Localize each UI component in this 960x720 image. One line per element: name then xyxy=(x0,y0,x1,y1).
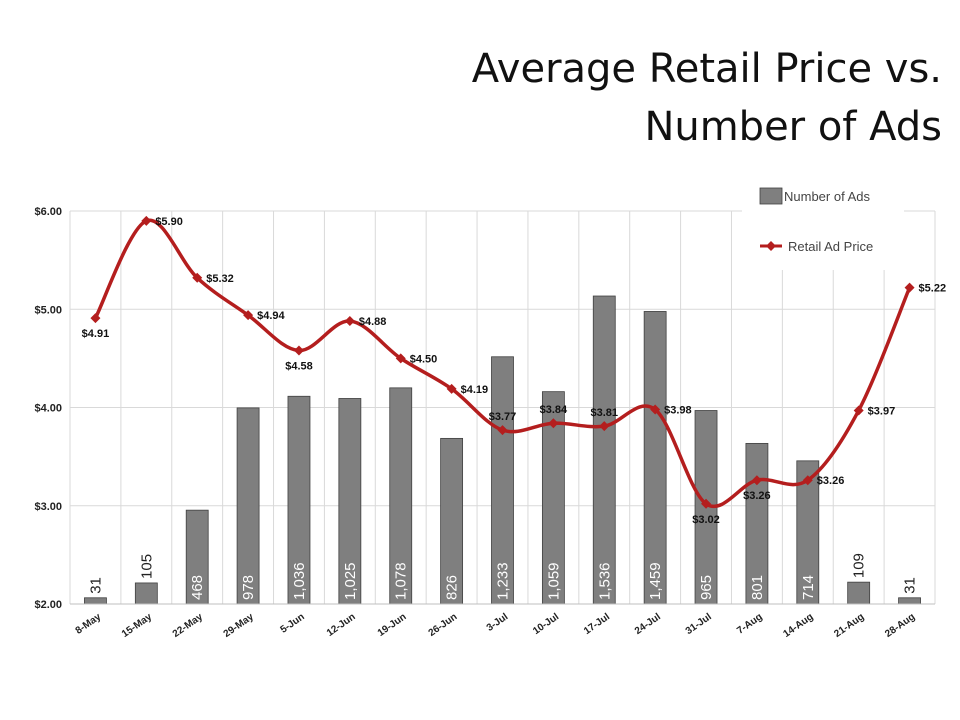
x-tick-label: 22-May xyxy=(171,611,205,640)
legend: Number of Ads Retail Ad Price xyxy=(742,180,904,270)
bar-data-label: 31 xyxy=(902,577,919,594)
price-marker xyxy=(293,345,304,356)
price-data-label: $3.77 xyxy=(489,411,517,423)
price-data-label: $5.90 xyxy=(155,216,183,228)
price-marker xyxy=(446,383,457,394)
bar-series: 31 105 468 978 1,036 1,025 1,078 826 1,233 1,059 1… xyxy=(84,295,921,605)
price-marker xyxy=(599,421,610,432)
price-data-label: $4.94 xyxy=(257,310,285,322)
x-tick-label: 8-May xyxy=(74,611,104,637)
bar xyxy=(898,597,921,605)
bar xyxy=(592,295,616,605)
legend-line-label: Retail Ad Price xyxy=(788,239,873,254)
bar-data-label: 826 xyxy=(444,575,461,600)
bar xyxy=(643,311,667,605)
bar xyxy=(236,407,260,605)
bar-data-label: 1,036 xyxy=(291,562,308,600)
x-tick-label: 15-May xyxy=(120,611,154,640)
line-series: $4.91 $5.90 $5.32 $4.94 $4.58 $4.88 $4.50 $4.19… xyxy=(82,215,947,526)
bar-data-label: 1,078 xyxy=(393,562,410,600)
price-marker xyxy=(751,475,762,486)
x-tick-label: 24-Jul xyxy=(633,611,663,637)
price-marker xyxy=(141,215,152,226)
bar-data-label: 1,025 xyxy=(342,562,359,600)
price-data-label: $3.26 xyxy=(817,475,845,487)
price-marker xyxy=(802,475,813,486)
y-tick-label: $3.00 xyxy=(34,501,62,513)
bar-data-label: 965 xyxy=(698,575,715,600)
price-data-label: $3.84 xyxy=(540,404,568,416)
price-data-label: $5.22 xyxy=(919,283,947,295)
bar-data-label: 1,233 xyxy=(495,562,512,600)
x-tick-label: 5-Jun xyxy=(279,611,307,635)
price-marker xyxy=(344,316,355,327)
price-data-label: $4.88 xyxy=(359,316,387,328)
bar-data-label: 714 xyxy=(800,575,817,600)
price-data-label: $3.81 xyxy=(590,407,618,419)
bar-data-label: 105 xyxy=(138,554,155,579)
y-tick-label: $4.00 xyxy=(34,403,62,415)
bar-data-label: 109 xyxy=(851,553,868,578)
price-data-label: $4.50 xyxy=(410,353,438,365)
y-tick-label: $2.00 xyxy=(34,599,62,611)
bar-data-label: 468 xyxy=(189,575,206,600)
price-data-label: $3.97 xyxy=(868,405,896,417)
price-marker xyxy=(395,353,406,364)
price-marker xyxy=(650,404,661,415)
x-tick-label: 12-Jun xyxy=(325,611,358,638)
x-tick-label: 14-Aug xyxy=(781,611,815,639)
price-marker xyxy=(497,425,508,436)
price-data-label: $3.26 xyxy=(743,490,771,502)
chart-title-line-1: Average Retail Price vs. xyxy=(471,46,942,92)
price-marker xyxy=(192,272,203,283)
y-tick-label: $6.00 xyxy=(34,206,62,218)
price-marker xyxy=(243,310,254,321)
x-tick-label: 10-Jul xyxy=(531,611,561,637)
price-data-label: $3.98 xyxy=(664,404,692,416)
x-tick-label: 28-Aug xyxy=(883,611,917,639)
price-marker xyxy=(548,418,559,429)
bar-data-label: 1,059 xyxy=(545,562,562,600)
bar xyxy=(84,597,107,605)
chart-title: Average Retail Price vs. Number of Ads xyxy=(242,40,942,156)
x-tick-label: 31-Jul xyxy=(684,611,714,637)
price-data-label: $5.32 xyxy=(206,273,234,285)
bar xyxy=(847,581,871,605)
bar xyxy=(134,582,158,605)
bar-data-label: 1,536 xyxy=(596,562,613,600)
bar-data-label: 31 xyxy=(87,577,104,594)
x-tick-label: 21-Aug xyxy=(832,611,866,639)
gridlines xyxy=(69,210,936,605)
legend-bar-swatch xyxy=(759,187,783,205)
price-data-label: $4.19 xyxy=(461,384,489,396)
chart-title-line-2: Number of Ads xyxy=(644,104,942,150)
price-marker xyxy=(904,282,915,293)
bar-data-label: 1,459 xyxy=(647,562,664,600)
y-tick-label: $5.00 xyxy=(34,304,62,316)
bar-data-label: 978 xyxy=(240,575,257,600)
bar-data-label: 801 xyxy=(749,575,766,600)
price-data-label: $4.58 xyxy=(285,361,313,373)
x-tick-label: 26-Jun xyxy=(427,611,460,638)
price-marker xyxy=(701,498,712,509)
legend-line-marker xyxy=(766,241,776,251)
x-tick-label: 7-Aug xyxy=(735,611,765,636)
x-tick-label: 17-Jul xyxy=(582,611,612,637)
price-marker xyxy=(853,405,864,416)
legend-bar-label: Number of Ads xyxy=(784,189,870,204)
price-data-label: $3.02 xyxy=(692,514,720,526)
x-tick-label: 3-Jul xyxy=(485,611,511,634)
x-tick-label: 29-May xyxy=(222,611,256,640)
price-data-label: $4.91 xyxy=(82,328,110,340)
x-tick-label: 19-Jun xyxy=(376,611,409,638)
price-marker xyxy=(90,313,101,324)
